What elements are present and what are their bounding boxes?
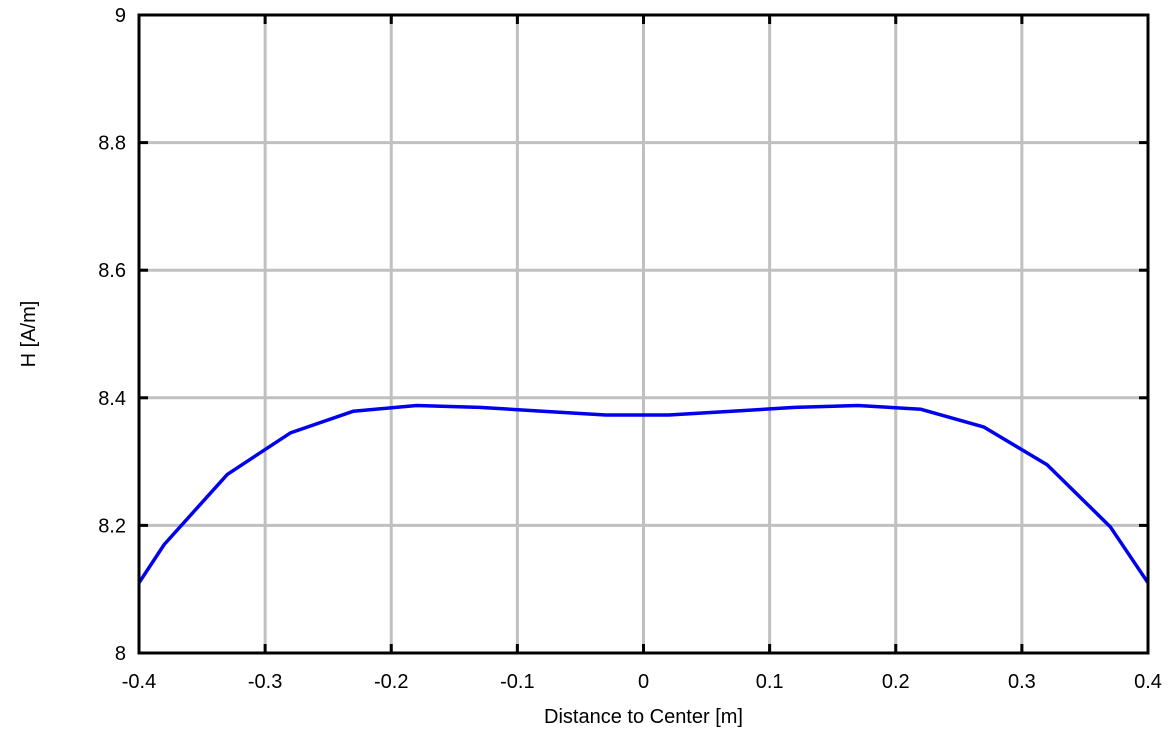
y-tick-label: 8.6 bbox=[98, 260, 126, 282]
y-tick-labels: 8 8.2 8.4 8.6 8.8 9 bbox=[98, 5, 126, 665]
y-tick-label: 8.4 bbox=[98, 388, 126, 410]
grid-lines bbox=[139, 15, 1148, 653]
axis-ticks bbox=[137, 13, 1150, 655]
x-tick-label: 0 bbox=[638, 671, 649, 693]
y-tick-label: 9 bbox=[115, 5, 126, 27]
y-axis-title: H [A/m] bbox=[18, 301, 40, 368]
x-tick-label: -0.1 bbox=[500, 671, 534, 693]
series-line bbox=[137, 403, 1150, 584]
x-tick-label: 0.3 bbox=[1008, 671, 1036, 693]
x-axis-title: Distance to Center [m] bbox=[544, 706, 743, 728]
x-tick-label: -0.2 bbox=[374, 671, 408, 693]
series-layer bbox=[137, 403, 1150, 584]
x-tick-label: 0.2 bbox=[882, 671, 910, 693]
x-tick-label: -0.3 bbox=[248, 671, 282, 693]
x-tick-labels: -0.4 -0.3 -0.2 -0.1 0 0.1 0.2 0.3 0.4 bbox=[122, 671, 1162, 693]
x-tick-label: 0.4 bbox=[1134, 671, 1162, 693]
y-tick-label: 8.2 bbox=[98, 515, 126, 537]
y-tick-label: 8 bbox=[115, 643, 126, 665]
x-tick-label: 0.1 bbox=[756, 671, 784, 693]
x-tick-label: -0.4 bbox=[122, 671, 156, 693]
y-tick-label: 8.8 bbox=[98, 133, 126, 155]
